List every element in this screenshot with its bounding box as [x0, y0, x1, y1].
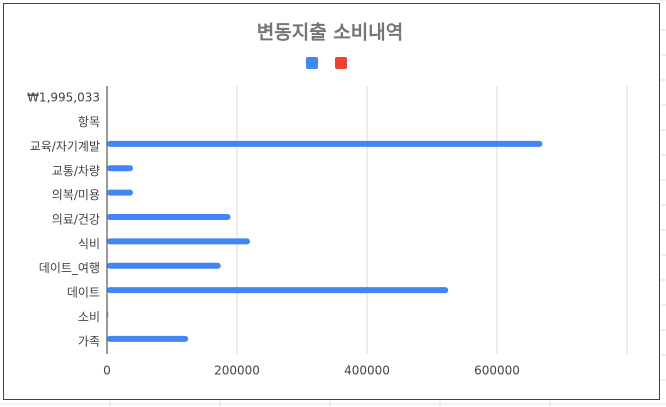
bar — [107, 238, 250, 245]
bar — [107, 311, 109, 318]
bar — [107, 140, 543, 147]
y-tick-label: 의복/미용 — [52, 188, 100, 202]
y-tick-label: 교육/자기계발 — [30, 139, 100, 153]
y-tick-label: 데이트_여행 — [39, 260, 100, 275]
x-tick-label: 0 — [103, 364, 111, 378]
chart-title: 변동지출 소비내역 — [257, 22, 403, 44]
y-tick-label: 교통/차량 — [52, 164, 100, 178]
bar — [107, 287, 449, 294]
legend-swatch — [335, 57, 347, 69]
legend-swatch — [306, 57, 318, 69]
y-tick-label: 식비 — [78, 237, 100, 251]
y-tick-label: ₩1,995,033 — [27, 91, 100, 105]
y-tick-label: 데이트 — [67, 286, 100, 300]
y-tick-label: 가족 — [78, 334, 100, 348]
bar — [107, 214, 231, 220]
bar — [107, 335, 189, 342]
chart-frame — [3, 3, 660, 400]
y-tick-label: 소비 — [78, 310, 100, 324]
bar — [107, 189, 133, 196]
y-tick-label: 의료/건강 — [52, 213, 100, 227]
x-tick-label: 200000 — [214, 364, 260, 378]
bar — [107, 165, 133, 172]
x-tick-label: 600000 — [474, 364, 520, 378]
bar — [107, 262, 221, 269]
y-tick-label: 항목 — [78, 115, 100, 129]
x-tick-label: 400000 — [344, 364, 390, 378]
